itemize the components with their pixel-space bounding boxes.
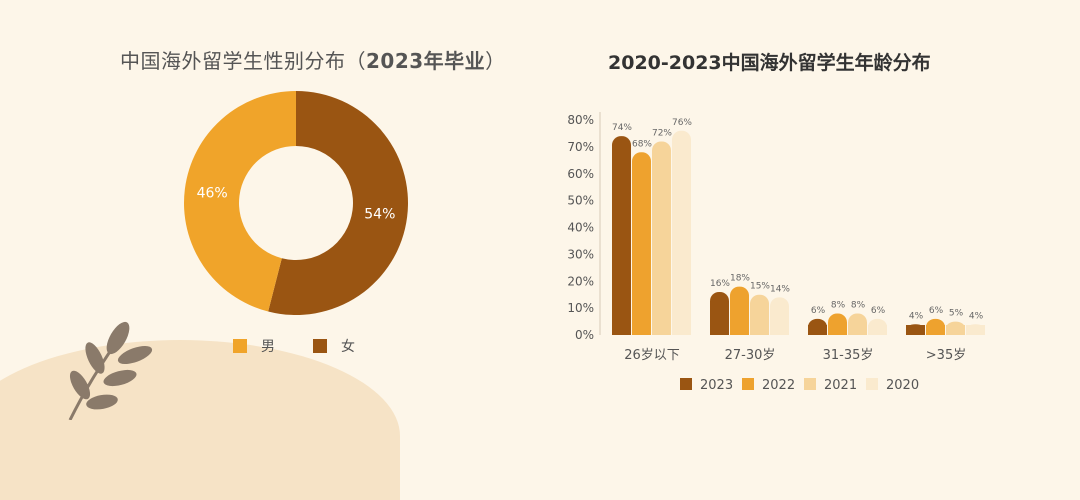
data-label-2023-1: 16% (710, 279, 730, 289)
y-tick-label: 70% (567, 140, 594, 154)
data-label-2021-0: 72% (652, 129, 672, 139)
x-tick-label: 26岁以下 (624, 348, 680, 363)
legend-label-2021: 2021 (824, 378, 857, 393)
bar-base-2020-1 (770, 325, 789, 335)
age-bar-chart: 0% 10% 20% 30% 40% 50% 60% 70% 80% 74%68%72%76% 26… (567, 112, 985, 393)
legend-label-2023: 2023 (700, 378, 733, 393)
leaf-decoration (68, 321, 153, 420)
legend-label-2020: 2020 (886, 378, 919, 393)
data-label-2020-0: 76% (672, 118, 692, 128)
bar-base-2023-2 (808, 325, 827, 335)
donut-label-female: 54% (364, 207, 395, 223)
bar-2022-1 (730, 286, 749, 335)
bar-base-2023-3 (906, 325, 925, 335)
y-tick-label: 50% (567, 194, 594, 208)
data-label-2022-2: 8% (831, 301, 846, 311)
legend-swatch-2020 (866, 378, 878, 390)
gender-donut-chart: 54% 46% (183, 90, 408, 315)
x-tick-label: 27-30岁 (725, 348, 776, 363)
legend-item-female: 女 (313, 336, 355, 356)
y-tick-label: 0% (575, 328, 594, 342)
donut-slice-female (268, 91, 408, 315)
legend-swatch-2021 (804, 378, 816, 390)
y-tick-label: 80% (567, 113, 594, 127)
bar-base-2020-0 (672, 325, 691, 335)
y-tick-label: 20% (567, 274, 594, 288)
x-tick-label: >35岁 (926, 348, 966, 363)
bar-base-2022-1 (730, 325, 749, 335)
y-tick-label: 10% (567, 301, 594, 315)
data-label-2022-1: 18% (730, 274, 750, 284)
bar-2023-1 (710, 292, 729, 335)
data-label-2022-3: 6% (929, 306, 944, 316)
x-tick-label: 31-35岁 (823, 348, 874, 363)
data-label-2021-1: 15% (750, 282, 770, 292)
data-label-2023-2: 6% (811, 306, 826, 316)
donut-label-male: 46% (197, 185, 228, 201)
legend-swatch-male (233, 339, 247, 353)
gender-legend: 男 女 (233, 336, 355, 356)
donut-slice-male (183, 90, 296, 312)
bar-2020-0 (672, 130, 691, 335)
data-label-2023-0: 74% (612, 123, 632, 133)
legend-swatch-2022 (742, 378, 754, 390)
legend-swatch-2023 (680, 378, 692, 390)
bar-base-2021-1 (750, 325, 769, 335)
y-tick-label: 40% (567, 221, 594, 235)
data-label-2021-2: 8% (851, 301, 866, 311)
bar-2021-0 (652, 141, 671, 335)
bar-2022-0 (632, 152, 651, 335)
legend-label-2022: 2022 (762, 378, 795, 393)
data-label-2022-0: 68% (632, 139, 652, 149)
bar-base-2021-2 (848, 325, 867, 335)
bar-2021-1 (750, 294, 769, 335)
bar-base-2022-2 (828, 325, 847, 335)
bar-base-2022-0 (632, 325, 651, 335)
bar-base-2023-1 (710, 325, 729, 335)
legend-label-female: 女 (341, 339, 355, 355)
data-label-2021-3: 5% (949, 309, 964, 319)
bar-2023-0 (612, 136, 631, 335)
bar-base-2021-3 (946, 325, 965, 335)
bar-base-2021-0 (652, 325, 671, 335)
legend-swatch-female (313, 339, 327, 353)
data-label-2020-2: 6% (871, 306, 886, 316)
legend-label-male: 男 (261, 339, 275, 355)
bar-base-2020-3 (966, 325, 985, 335)
bar-base-2020-2 (868, 325, 887, 335)
data-label-2020-1: 14% (770, 284, 790, 294)
data-label-2023-3: 4% (909, 311, 924, 321)
y-tick-label: 30% (567, 247, 594, 261)
age-chart-title: 2020-2023中国海外留学生年龄分布 (608, 52, 931, 74)
data-label-2020-3: 4% (969, 311, 984, 321)
bar-base-2022-3 (926, 325, 945, 335)
legend-item-male: 男 (233, 336, 275, 356)
y-tick-label: 60% (567, 167, 594, 181)
gender-chart-title: 中国海外留学生性别分布（2023年毕业） (120, 49, 506, 73)
bar-base-2023-0 (612, 325, 631, 335)
